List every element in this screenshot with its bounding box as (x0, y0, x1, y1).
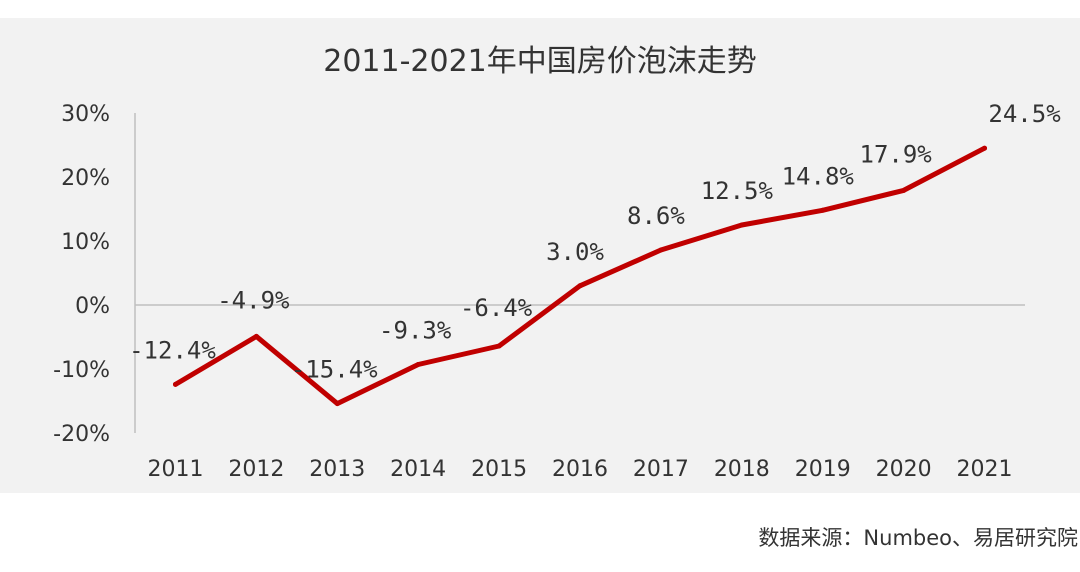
data-point (334, 401, 340, 407)
data-label: -12.4% (129, 336, 216, 364)
chart-title: 2011-2021年中国房价泡沫走势 (323, 44, 757, 79)
source-note: 数据来源：Numbeo、易居研究院 (758, 526, 1078, 550)
x-tick-label: 2017 (633, 457, 689, 482)
data-label: -6.4% (460, 294, 533, 322)
x-tick-label: 2016 (552, 457, 608, 482)
data-label: 8.6% (627, 202, 685, 230)
y-tick-label: -10% (53, 358, 110, 383)
x-tick-label: 2020 (876, 457, 932, 482)
data-label: 3.0% (546, 238, 604, 266)
data-point (820, 207, 826, 213)
data-point (739, 222, 745, 228)
y-tick-label: 0% (75, 294, 110, 319)
x-tick-label: 2015 (471, 457, 527, 482)
x-tick-label: 2012 (228, 457, 284, 482)
x-tick-label: 2011 (147, 457, 203, 482)
y-tick-label: -20% (53, 422, 110, 447)
x-tick-label: 2019 (795, 457, 851, 482)
data-point (253, 333, 259, 339)
data-label: 12.5% (701, 177, 774, 205)
data-point (415, 362, 421, 368)
data-point (496, 343, 502, 349)
x-tick-label: 2013 (309, 457, 365, 482)
y-tick-label: 10% (61, 230, 110, 255)
y-tick-label: 30% (61, 102, 110, 127)
data-point (172, 381, 178, 387)
data-label: -4.9% (217, 286, 290, 314)
y-tick-label: 20% (61, 166, 110, 191)
x-tick-label: 2014 (390, 457, 446, 482)
data-label: -15.4% (291, 356, 378, 384)
data-point (577, 283, 583, 289)
data-label: -9.3% (379, 317, 452, 345)
data-label: 14.8% (782, 162, 855, 190)
data-label: 17.9% (860, 140, 933, 168)
chart-panel (0, 18, 1080, 493)
x-tick-label: 2018 (714, 457, 770, 482)
data-point (982, 145, 988, 151)
data-point (658, 247, 664, 253)
x-tick-label: 2021 (957, 457, 1013, 482)
data-label: 24.5% (988, 100, 1061, 128)
data-point (901, 187, 907, 193)
